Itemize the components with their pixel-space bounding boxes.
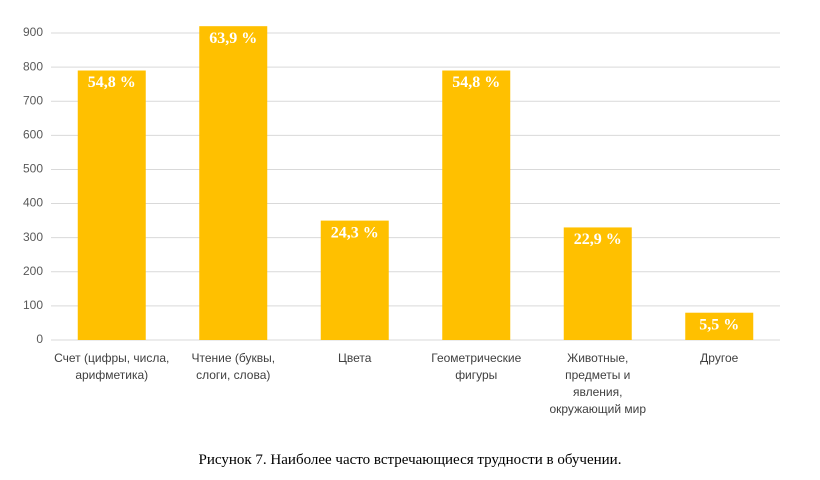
bar-label: 54,8 % bbox=[452, 74, 500, 91]
x-tick-label: Счет (цифры, числа, арифметика) bbox=[54, 351, 170, 382]
bar bbox=[685, 312, 754, 340]
bar-label: 63,9 % bbox=[209, 30, 257, 47]
bar bbox=[563, 227, 632, 340]
x-tick-label: Чтение (буквы, слоги, слова) bbox=[191, 351, 276, 382]
bar bbox=[442, 70, 511, 341]
x-tick-label: Другое bbox=[700, 351, 739, 365]
y-tick-label: 900 bbox=[23, 25, 43, 39]
bar bbox=[199, 26, 268, 341]
y-tick-label: 700 bbox=[23, 93, 43, 107]
x-tick-label: Цвета bbox=[338, 351, 372, 365]
bar-label: 22,9 % bbox=[574, 231, 622, 248]
y-tick-label: 600 bbox=[23, 128, 43, 142]
y-tick-label: 0 bbox=[36, 332, 43, 346]
bar bbox=[77, 70, 146, 341]
y-tick-label: 300 bbox=[23, 230, 43, 244]
x-tick-label: Геометрические фигуры bbox=[431, 351, 522, 382]
y-tick-label: 500 bbox=[23, 162, 43, 176]
bar bbox=[320, 220, 389, 340]
x-tick-label: Животные, предметы и явления, окружающий… bbox=[549, 351, 647, 416]
y-tick-label: 100 bbox=[23, 298, 43, 312]
bar-label: 24,3 % bbox=[331, 224, 379, 241]
y-tick-label: 800 bbox=[23, 59, 43, 73]
bar-label: 5,5 % bbox=[699, 316, 739, 333]
y-tick-label: 200 bbox=[23, 264, 43, 278]
bar-label: 54,8 % bbox=[88, 74, 136, 91]
y-tick-label: 400 bbox=[23, 196, 43, 210]
caption: Рисунок 7. Наиболее часто встречающиеся … bbox=[198, 452, 622, 468]
